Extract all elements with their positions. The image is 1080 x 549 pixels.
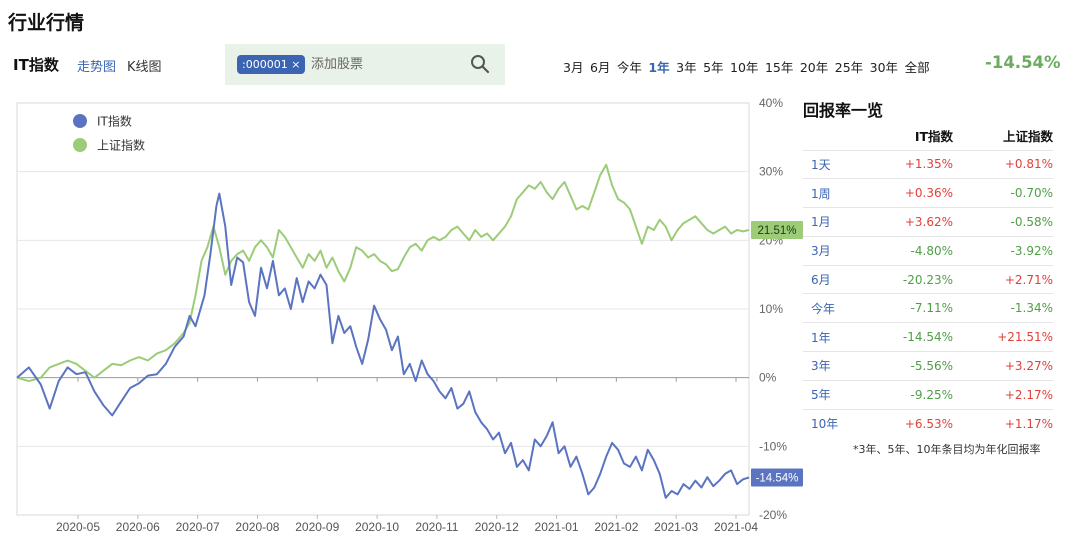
sh-end-label-bg <box>751 220 803 239</box>
returns-row: 1年 -14.54% +21.51% <box>803 322 1053 352</box>
returns-table: IT指数 上证指数 1天 +1.35% +0.81% 1周 +0.36% -0.70% 1月… <box>803 122 1053 438</box>
period-label[interactable]: 1月 <box>803 207 863 237</box>
x-tick-label: 2021-01 <box>535 520 579 534</box>
range-option[interactable]: 3年 <box>676 60 697 75</box>
period-label[interactable]: 1周 <box>803 178 863 208</box>
x-tick-label: 2021-02 <box>594 520 638 534</box>
y-tick-label: 10% <box>759 302 783 316</box>
it-return: +6.53% <box>863 408 953 438</box>
x-tick-label: 2020-06 <box>116 520 160 534</box>
x-tick-label: 2021-04 <box>714 520 758 534</box>
trend-chart-svg: 40%30%20%10%0%-10%-20%2020-05 2020-06 2020… <box>16 96 803 534</box>
range-option[interactable]: 20年 <box>799 60 829 75</box>
returns-title: 回报率一览 <box>803 101 884 120</box>
sh-return: +2.17% <box>953 379 1053 410</box>
returns-col-it: IT指数 <box>914 129 953 145</box>
range-option[interactable]: 3月 <box>563 60 584 75</box>
returns-header-row: IT指数 上证指数 <box>803 122 1053 150</box>
range-option[interactable]: 10年 <box>730 60 759 75</box>
sh-return: -3.92% <box>953 235 1053 266</box>
returns-row: 3年 -5.56% +3.27% <box>803 351 1053 381</box>
sh-index-line <box>16 163 750 383</box>
range-option[interactable]: 今年 <box>616 60 642 75</box>
time-range-selector: 3月 6月 今年 1年 3年 5年 10年 15年 20年 25年 30年 全部 <box>563 57 936 76</box>
range-option[interactable]: 15年 <box>764 60 794 75</box>
range-option[interactable]: 全部 <box>904 60 930 75</box>
period-label[interactable]: 今年 <box>803 293 863 323</box>
stock-tag[interactable]: :000001 × <box>237 55 306 74</box>
x-tick-label: 2020-11 <box>415 520 458 534</box>
x-tick-label: 2020-09 <box>295 520 339 534</box>
sh-return: +1.17% <box>953 408 1053 438</box>
returns-col-period <box>803 122 863 150</box>
returns-row: 1月 +3.62% -0.58% <box>803 207 1053 237</box>
x-tick-label: 2020-12 <box>475 520 519 534</box>
period-label[interactable]: 1年 <box>803 322 863 352</box>
it-return: -14.54% <box>863 322 953 352</box>
period-label[interactable]: 1天 <box>803 149 863 179</box>
returns-note: *3年、5年、10年条目均为年化回报率 <box>853 443 1041 456</box>
sh-end-label: 21.51% <box>757 225 796 237</box>
period-label[interactable]: 3月 <box>803 235 863 266</box>
returns-row: 6月 -20.23% +2.71% <box>803 264 1053 294</box>
legend-sh-label: 上证指数 <box>97 138 145 153</box>
x-tick-label: 2020-05 <box>56 520 100 534</box>
it-end-label: -14.54% <box>756 473 799 485</box>
sh-return: -0.58% <box>953 207 1053 237</box>
y-tick-label: -20% <box>759 508 787 522</box>
range-option[interactable]: 30年 <box>869 60 899 75</box>
it-return: -4.80% <box>863 235 953 266</box>
sh-return: +0.81% <box>953 149 1053 179</box>
search-input[interactable] <box>311 53 451 75</box>
it-return: -7.11% <box>863 293 953 323</box>
y-tick-label: -10% <box>759 439 787 453</box>
it-return: -20.23% <box>863 264 953 294</box>
it-return: -5.56% <box>863 351 953 381</box>
period-label[interactable]: 10年 <box>803 408 863 438</box>
returns-row: 今年 -7.11% -1.34% <box>803 293 1053 323</box>
x-tick-label: 2021-03 <box>654 520 698 534</box>
index-name: IT指数 <box>13 56 59 74</box>
y-tick-label: 0% <box>759 371 777 385</box>
search-icon[interactable] <box>470 54 490 74</box>
x-tick-label: 2020-10 <box>355 520 399 534</box>
period-label[interactable]: 5年 <box>803 379 863 410</box>
range-option[interactable]: 25年 <box>834 60 864 75</box>
returns-row: 3月 -4.80% -3.92% <box>803 235 1053 266</box>
it-return: +1.35% <box>863 149 953 179</box>
page-title: 行业行情 <box>8 12 85 34</box>
sh-return: +3.27% <box>953 351 1053 381</box>
legend-it-label: IT指数 <box>97 114 132 129</box>
sh-return: -1.34% <box>953 293 1053 323</box>
legend-sh-marker <box>73 138 87 152</box>
range-option[interactable]: 6月 <box>589 60 611 75</box>
returns-row: 10年 +6.53% +1.17% <box>803 408 1053 438</box>
x-tick-label: 2020-07 <box>176 520 220 534</box>
returns-row: 5年 -9.25% +2.17% <box>803 379 1053 410</box>
y-tick-label: 30% <box>759 165 783 179</box>
it-index-line <box>16 192 750 499</box>
legend-it-marker <box>73 114 87 128</box>
returns-row: 1周 +0.36% -0.70% <box>803 178 1053 208</box>
y-tick-label: 40% <box>759 96 783 110</box>
period-return: -14.54% <box>985 53 1061 72</box>
stock-search-box: :000001 × <box>225 44 505 85</box>
it-end-label-bg <box>751 468 803 487</box>
sh-return: +2.71% <box>953 264 1053 294</box>
trend-chart: 40% 30% 20% 10% 0% -10% -20% 2020-05 2020-06 2020… <box>0 95 805 549</box>
sh-return: +21.51% <box>953 322 1053 352</box>
sh-return: -0.70% <box>953 178 1053 208</box>
x-tick-label: 2020-08 <box>235 520 279 534</box>
it-return: +3.62% <box>863 207 953 237</box>
range-option[interactable]: 1年 <box>648 60 670 75</box>
kline-view-tab[interactable]: K线图 <box>127 60 162 75</box>
it-return: -9.25% <box>863 379 953 410</box>
it-return: +0.36% <box>863 178 953 208</box>
period-label[interactable]: 3年 <box>803 351 863 381</box>
range-option[interactable]: 5年 <box>703 60 724 75</box>
period-label[interactable]: 6月 <box>803 264 863 294</box>
returns-row: 1天 +1.35% +0.81% <box>803 149 1053 179</box>
trend-view-tab[interactable]: 走势图 <box>77 60 117 75</box>
returns-col-sh: 上证指数 <box>1002 129 1053 145</box>
